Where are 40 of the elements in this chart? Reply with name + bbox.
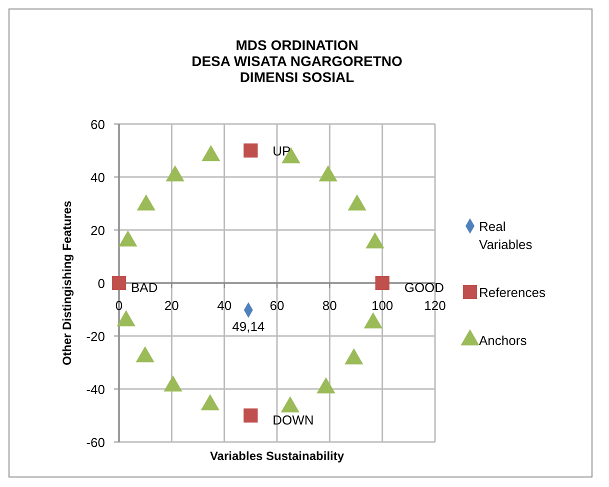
y-tick-label: 60 [90,117,105,132]
y-tick-label: 20 [90,223,105,238]
point [280,396,300,412]
annotation: UP [272,144,291,158]
point [364,312,382,328]
point [202,145,220,162]
chart-title: MDS ORDINATION DESA WISATA NGARGORETNO DIMENSI SOSIAL [192,37,402,85]
legend-label: Anchors [479,333,528,348]
x-tick-label: 80 [322,298,337,313]
point [136,346,154,362]
point [344,348,364,364]
annotation: DOWN [272,412,314,428]
point [200,394,220,410]
point [366,232,384,248]
x-tick-label: 100 [371,298,394,313]
x-tick-label: 40 [217,298,232,313]
point [136,194,156,210]
y-tick-label: 0 [98,276,105,291]
annotation: GOOD [404,280,444,295]
y-tick-label: -60 [86,435,105,450]
x-tick-label: 0 [115,298,123,313]
point [316,377,336,394]
x-axis-title: Variables Sustainability [210,449,344,463]
annotation: 49,14 [232,319,265,334]
x-tick-label: 120 [424,298,446,313]
y-tick-label: -40 [86,382,105,397]
y-tick-label: -20 [86,329,105,344]
legend-label: Real Variables [479,219,533,252]
point [164,375,182,392]
point [166,165,184,182]
point [118,230,138,247]
point [318,165,338,182]
annotation: BAD [131,280,158,295]
point [116,310,136,326]
y-tick-label: 40 [90,170,105,185]
x-tick-label: 20 [164,298,179,313]
y-axis-title: Other Distingishing Features [60,200,74,366]
point [348,194,366,210]
x-tick-label: 60 [270,298,284,313]
legend-label: References [479,285,546,300]
